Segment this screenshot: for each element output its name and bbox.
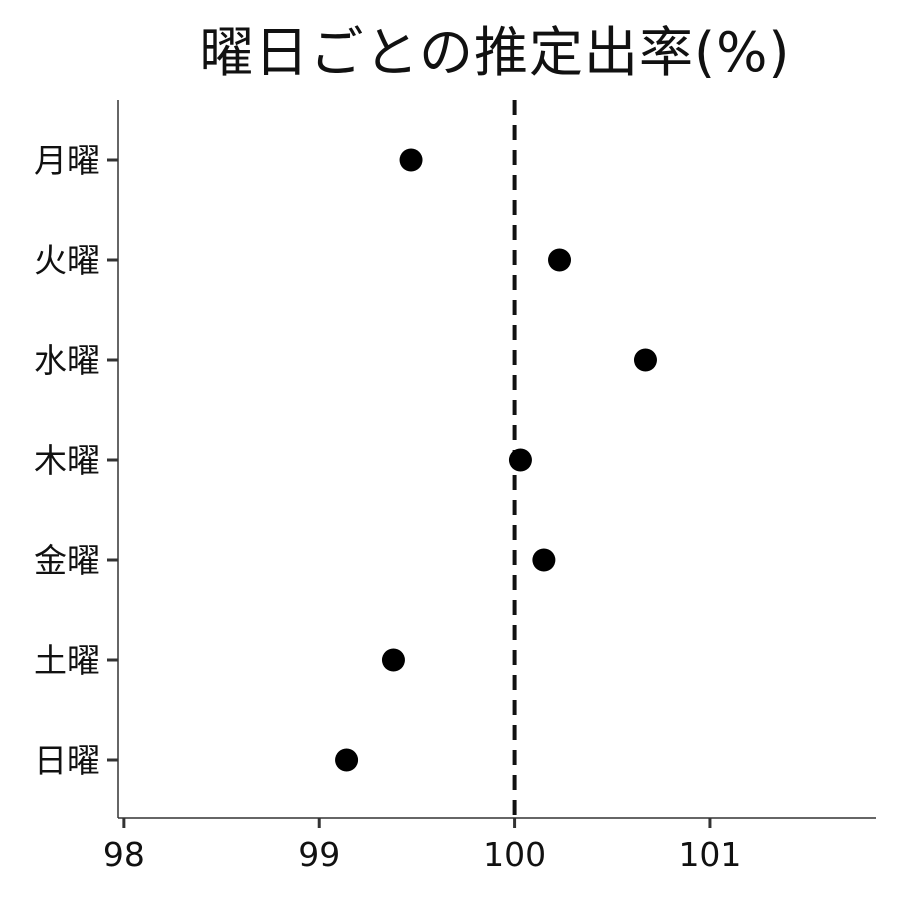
data-point: [633, 348, 657, 372]
x-tick-label: 98: [103, 835, 145, 874]
y-tick-label: 月曜: [34, 141, 100, 180]
y-tick-label: 火曜: [34, 241, 100, 280]
axes: [107, 100, 876, 828]
data-point: [548, 248, 572, 272]
data-point: [381, 648, 405, 672]
y-tick-label: 木曜: [34, 441, 100, 480]
y-tick-label: 水曜: [34, 341, 100, 380]
y-tick-label: 土曜: [34, 641, 100, 680]
data-point: [399, 148, 423, 172]
x-tick-label: 101: [678, 835, 741, 874]
data-point: [508, 448, 532, 472]
data-point: [532, 548, 556, 572]
data-points: [335, 148, 657, 772]
chart-title: 曜日ごとの推定出率(%): [199, 21, 791, 84]
y-tick-label: 日曜: [34, 741, 100, 780]
data-point: [335, 748, 359, 772]
x-tick-label: 100: [483, 835, 546, 874]
y-tick-label: 金曜: [34, 541, 100, 580]
x-tick-label: 99: [298, 835, 340, 874]
